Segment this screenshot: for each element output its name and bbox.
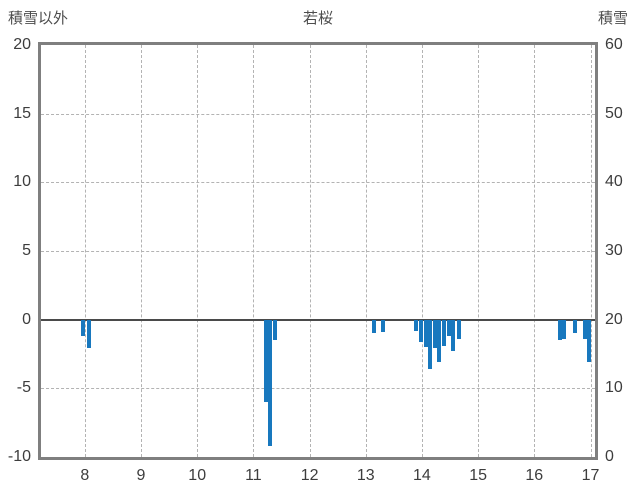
bar bbox=[557, 319, 562, 341]
y-tick-label-left: 10 bbox=[13, 173, 31, 191]
bar bbox=[372, 319, 377, 334]
y-tick-label-right: 20 bbox=[605, 310, 623, 328]
chart-title: 若桜 bbox=[302, 10, 333, 27]
bar bbox=[456, 319, 461, 339]
bar bbox=[432, 319, 437, 349]
bar bbox=[263, 319, 268, 403]
y-tick-label-left: 15 bbox=[13, 104, 31, 122]
x-tick-label: 13 bbox=[356, 467, 375, 484]
y-tick-label-right: 50 bbox=[605, 104, 623, 122]
y-tick-label-left: 0 bbox=[22, 310, 31, 328]
plot-area bbox=[38, 42, 598, 460]
y-tick-label-left: 20 bbox=[13, 36, 31, 53]
right-axis-title: 積雪 bbox=[597, 10, 628, 27]
y-gridline bbox=[41, 113, 595, 115]
y-gridline bbox=[41, 182, 595, 184]
zero-line bbox=[41, 318, 595, 321]
y-gridline bbox=[41, 388, 595, 390]
y-tick-label-right: 10 bbox=[605, 379, 623, 397]
x-tick-label: 9 bbox=[136, 467, 146, 484]
bar bbox=[562, 319, 567, 339]
bar bbox=[268, 319, 273, 446]
x-tick-label: 8 bbox=[80, 467, 90, 484]
bar bbox=[587, 319, 592, 363]
bar bbox=[272, 319, 277, 341]
y-tick-label-right: 40 bbox=[605, 173, 623, 191]
x-tick-label: 12 bbox=[300, 467, 319, 484]
bar bbox=[87, 319, 92, 349]
x-tick-label: 15 bbox=[469, 467, 487, 484]
bar bbox=[380, 319, 385, 333]
bar bbox=[572, 319, 577, 334]
bar bbox=[428, 319, 433, 370]
x-tick-label: 16 bbox=[525, 467, 544, 484]
bar bbox=[582, 319, 587, 339]
bar bbox=[446, 319, 451, 337]
y-tick-label-left: -5 bbox=[16, 379, 31, 397]
bar bbox=[414, 319, 419, 331]
left-axis-title: 積雪以外 bbox=[8, 10, 69, 27]
x-tick-label: 11 bbox=[245, 467, 262, 484]
bar bbox=[423, 319, 428, 348]
x-tick-label: 14 bbox=[412, 467, 431, 484]
x-tick-label: 10 bbox=[188, 467, 207, 484]
y-tick-label-right: 30 bbox=[605, 242, 623, 259]
y-gridline bbox=[41, 251, 595, 252]
y-tick-label-right: 0 bbox=[605, 448, 614, 465]
bar bbox=[80, 319, 85, 337]
y-tick-label-left: 5 bbox=[22, 242, 31, 259]
bar bbox=[451, 319, 456, 352]
bar bbox=[442, 319, 447, 346]
y-tick-label-left: -10 bbox=[7, 448, 31, 465]
bar bbox=[418, 319, 423, 342]
y-tick-label-right: 60 bbox=[605, 36, 623, 53]
x-tick-label: 17 bbox=[581, 467, 600, 484]
bar bbox=[437, 319, 442, 363]
